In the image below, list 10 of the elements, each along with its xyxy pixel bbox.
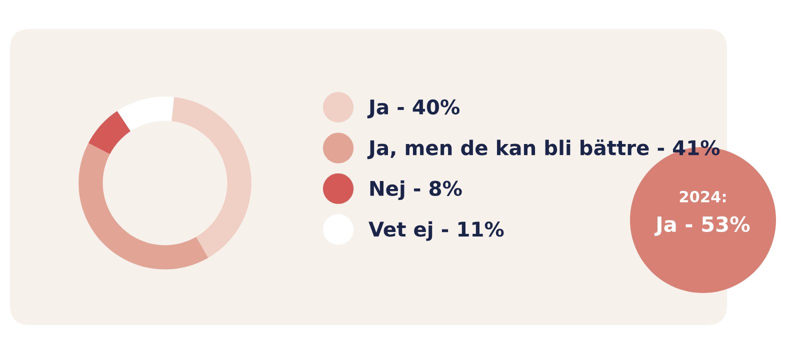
legend-label: Vet ej - 11% — [368, 221, 504, 241]
donut-slice — [172, 97, 252, 258]
text: Ja - 53% — [654, 216, 750, 236]
donut-slice — [78, 142, 208, 270]
legend-label: Ja - 40% — [367, 99, 460, 118]
donut-slice — [88, 111, 131, 154]
donut-slice — [117, 96, 174, 132]
legend-label: Nej - 8% — [370, 180, 462, 200]
legend-label: Ja, men de kan bli bättre - 41% — [367, 139, 720, 160]
text: 2024: — [680, 190, 726, 202]
